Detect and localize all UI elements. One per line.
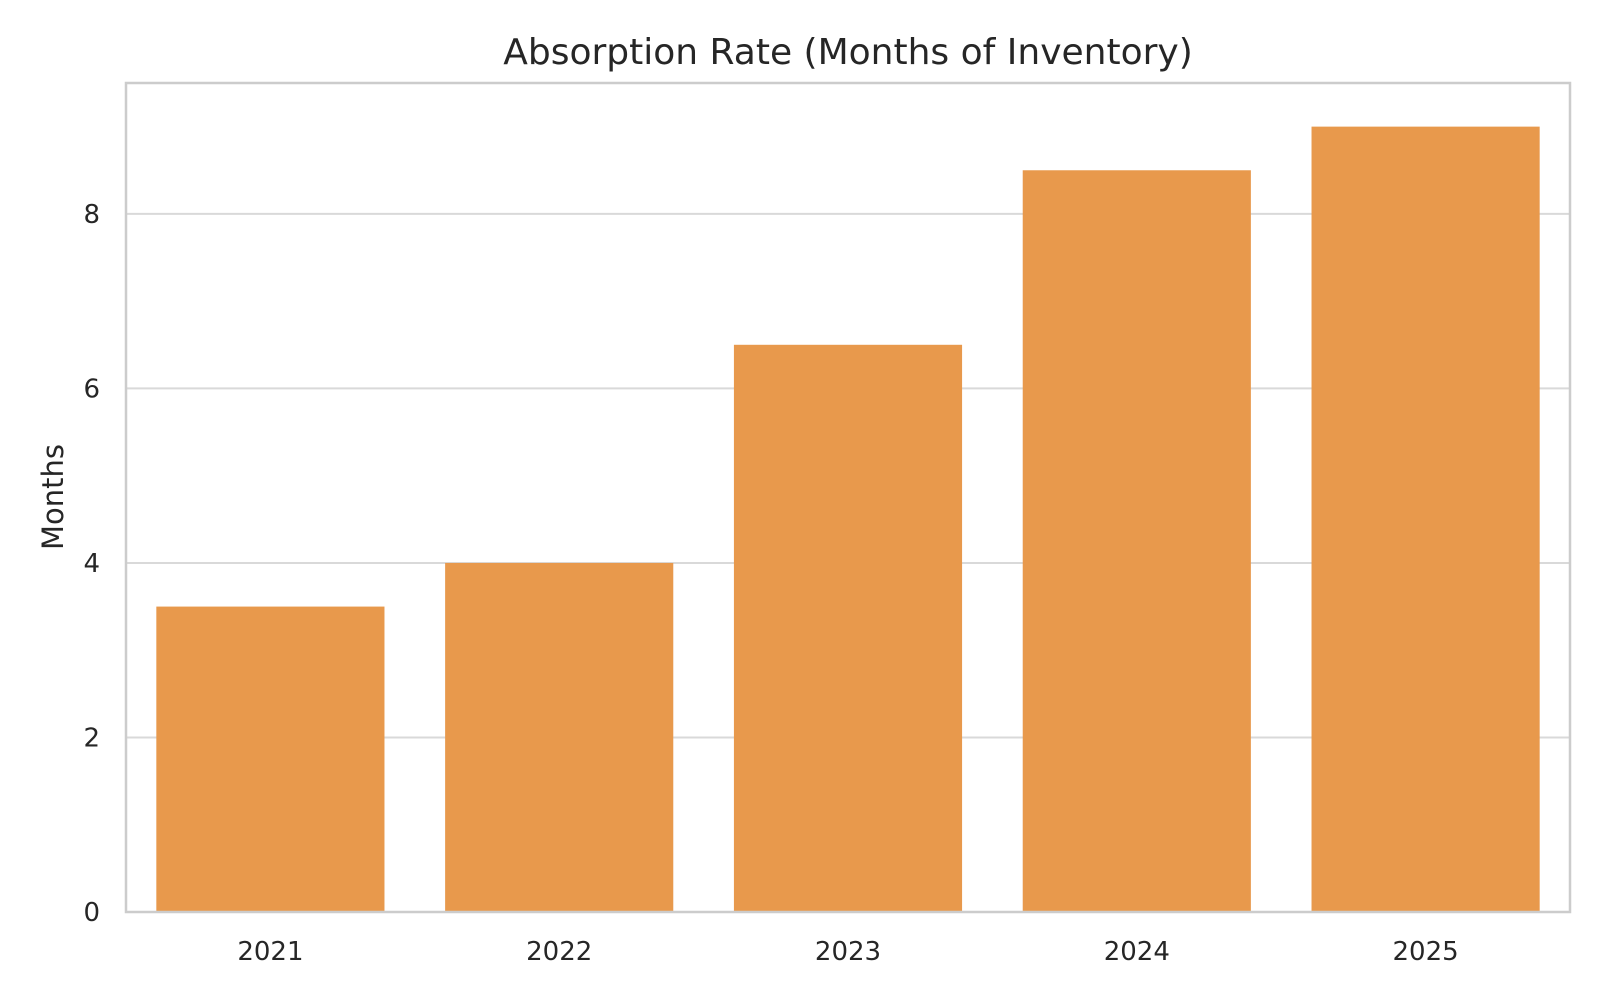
x-tick-label: 2024 (1104, 937, 1170, 967)
y-tick-label: 8 (83, 200, 100, 230)
x-tick-label: 2025 (1393, 937, 1459, 967)
y-tick-label: 6 (83, 374, 100, 404)
y-tick-label: 0 (83, 898, 100, 928)
bar-2024 (1022, 170, 1251, 912)
bar-2025 (1311, 126, 1540, 912)
x-tick-label: 2023 (815, 937, 881, 967)
chart-title: Absorption Rate (Months of Inventory) (503, 32, 1193, 73)
y-axis-ticks: 0 2 4 6 8 (83, 200, 100, 928)
x-tick-label: 2022 (526, 937, 592, 967)
bars (156, 126, 1540, 913)
y-tick-label: 4 (83, 549, 100, 579)
y-tick-label: 2 (83, 723, 100, 753)
bar-2023 (733, 344, 963, 913)
x-tick-label: 2021 (237, 937, 303, 967)
x-axis-ticks: 2021 2022 2023 2024 2025 (237, 937, 1458, 967)
bar-2022 (445, 562, 674, 912)
y-axis-label: Months (36, 444, 70, 550)
bar-2021 (156, 606, 385, 912)
plot-frame (124, 81, 1572, 914)
